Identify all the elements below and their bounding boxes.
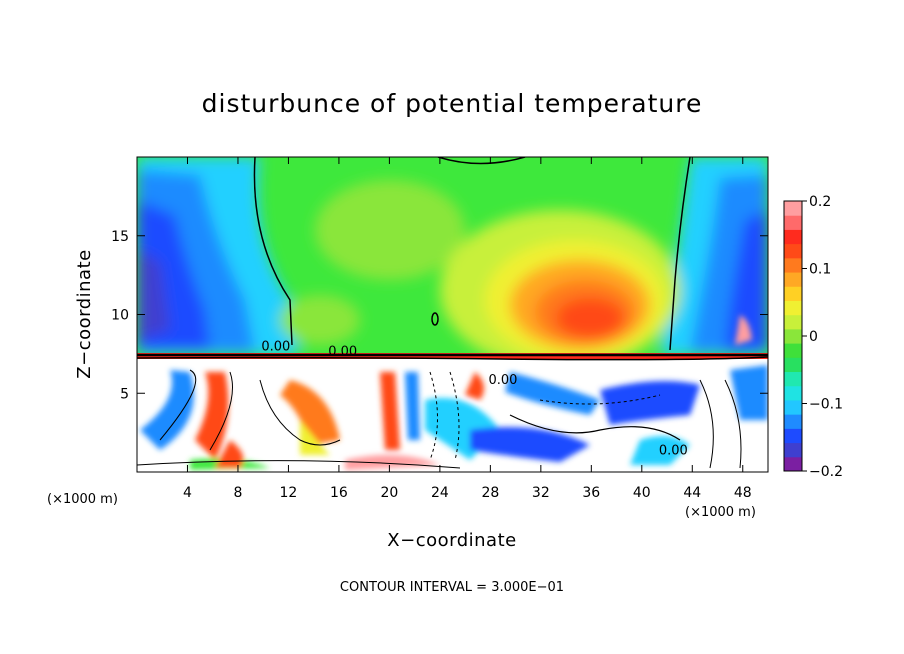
- contour-interval-footer: CONTOUR INTERVAL = 3.000E−01: [340, 580, 564, 595]
- colorbar-segment: [784, 399, 802, 415]
- x-tick-label: 48: [734, 485, 752, 501]
- eddy-dark-blue: [470, 427, 590, 462]
- contour-label: 0.00: [489, 373, 518, 388]
- colorbar-segment: [784, 215, 802, 230]
- x-axis-unit-left: (×1000 m): [47, 492, 118, 507]
- y-tick-label: 10: [111, 308, 129, 324]
- y-tick-label: 5: [120, 386, 129, 402]
- colorbar-segment: [784, 314, 802, 330]
- eddy-blue: [140, 370, 194, 450]
- colorbar-segment: [784, 229, 802, 245]
- colorbar-segment: [784, 243, 802, 259]
- colorbar-segment: [784, 286, 802, 301]
- colorbar-segment: [784, 343, 802, 358]
- colorbar-segment: [784, 328, 802, 344]
- x-tick-label: 32: [532, 485, 550, 501]
- contour-lower-dashed-3: [539, 394, 661, 405]
- colorbar-segment: [784, 456, 802, 472]
- x-tick-label: 40: [633, 485, 651, 501]
- colorbar-tick-label: 0.1: [809, 262, 831, 278]
- colorbar-segment: [784, 371, 802, 387]
- contour-label: 0.00: [328, 344, 357, 359]
- contour-lower-6: [724, 379, 742, 469]
- y-tick-label: 15: [111, 229, 129, 245]
- x-tick-label: 36: [582, 485, 600, 501]
- cold-region-left-core: [137, 250, 170, 340]
- colorbar-segment: [784, 414, 802, 429]
- x-tick-label: 24: [431, 485, 449, 501]
- x-tick-label: 16: [330, 485, 348, 501]
- colorbar-segment: [784, 428, 802, 444]
- zero-contour-left: [253, 157, 293, 346]
- eddy-red-column: [380, 372, 400, 450]
- colorbar: 0.2 0.1 0 −0.1 −0.2: [783, 194, 843, 480]
- cold-region-right-inner: [725, 210, 768, 352]
- colorbar-tick-label: 0.2: [809, 194, 831, 210]
- y-axis-label: Z−coordinate: [74, 249, 95, 378]
- x-tick-label: 8: [233, 485, 242, 501]
- x-tick-label: 44: [683, 485, 701, 501]
- eddy-blue-right: [730, 365, 768, 420]
- y-axis-ticks: 5 10 15: [111, 229, 768, 402]
- eddy-dark-blue-band: [600, 381, 700, 425]
- eddy-pink: [345, 455, 440, 470]
- colorbar-tick-label: −0.2: [809, 464, 843, 480]
- contour-lower-dashed-2: [449, 371, 460, 461]
- colorbar-segment: [784, 257, 802, 273]
- contour-lower-4: [509, 414, 681, 441]
- eddy-red: [195, 372, 229, 460]
- x-axis-ticks: 4 8 12 16 20 24 28 32 36 40 44 48: [183, 157, 752, 501]
- eddy-cyan-lower: [630, 436, 690, 465]
- contour-label: 0.00: [261, 340, 290, 355]
- plot-field: 0.00 0.00 0.00 0.00: [137, 157, 768, 472]
- eddy-blue-column: [405, 372, 420, 440]
- contour-labels: 0.00 0.00 0.00 0.00: [261, 340, 687, 459]
- x-axis-unit-right: (×1000 m): [685, 505, 756, 520]
- zero-contour-top: [437, 157, 526, 165]
- x-tick-label: 12: [280, 485, 298, 501]
- field-band-light-green: [315, 180, 465, 280]
- colorbar-tick-label: 0: [809, 329, 818, 345]
- colorbar-segment: [784, 272, 802, 287]
- eddy-red-small: [465, 372, 484, 400]
- x-tick-label: 4: [183, 485, 192, 501]
- colorbar-tick-label: −0.1: [809, 397, 843, 413]
- colorbar-segment: [784, 201, 802, 216]
- contour-lower-3: [259, 379, 341, 446]
- contour-lower-1: [159, 369, 197, 441]
- colorbar-segment: [784, 385, 802, 401]
- field-band-light-green-lower: [280, 295, 360, 345]
- contour-label: 0.00: [659, 444, 688, 459]
- small-contour-loop: [431, 312, 439, 326]
- colorbar-segment: [784, 357, 802, 373]
- inversion-contour-lower: [137, 356, 768, 361]
- contour-lower-7: [137, 460, 461, 469]
- zero-contour-right: [669, 157, 691, 351]
- contour-lower-5: [699, 379, 714, 469]
- x-tick-label: 28: [481, 485, 499, 501]
- eddy-yellow: [300, 420, 330, 455]
- eddy-pink-upper-right: [735, 315, 752, 345]
- x-axis-label: X−coordinate: [387, 530, 516, 551]
- contour-lower-2: [209, 371, 233, 451]
- x-tick-label: 20: [380, 485, 398, 501]
- eddy-orange: [280, 380, 340, 445]
- chart-title: disturbunce of potential temperature: [202, 89, 703, 118]
- warm-region-red: [556, 298, 624, 338]
- colorbar-segment: [784, 442, 802, 458]
- colorbar-segment: [784, 300, 802, 316]
